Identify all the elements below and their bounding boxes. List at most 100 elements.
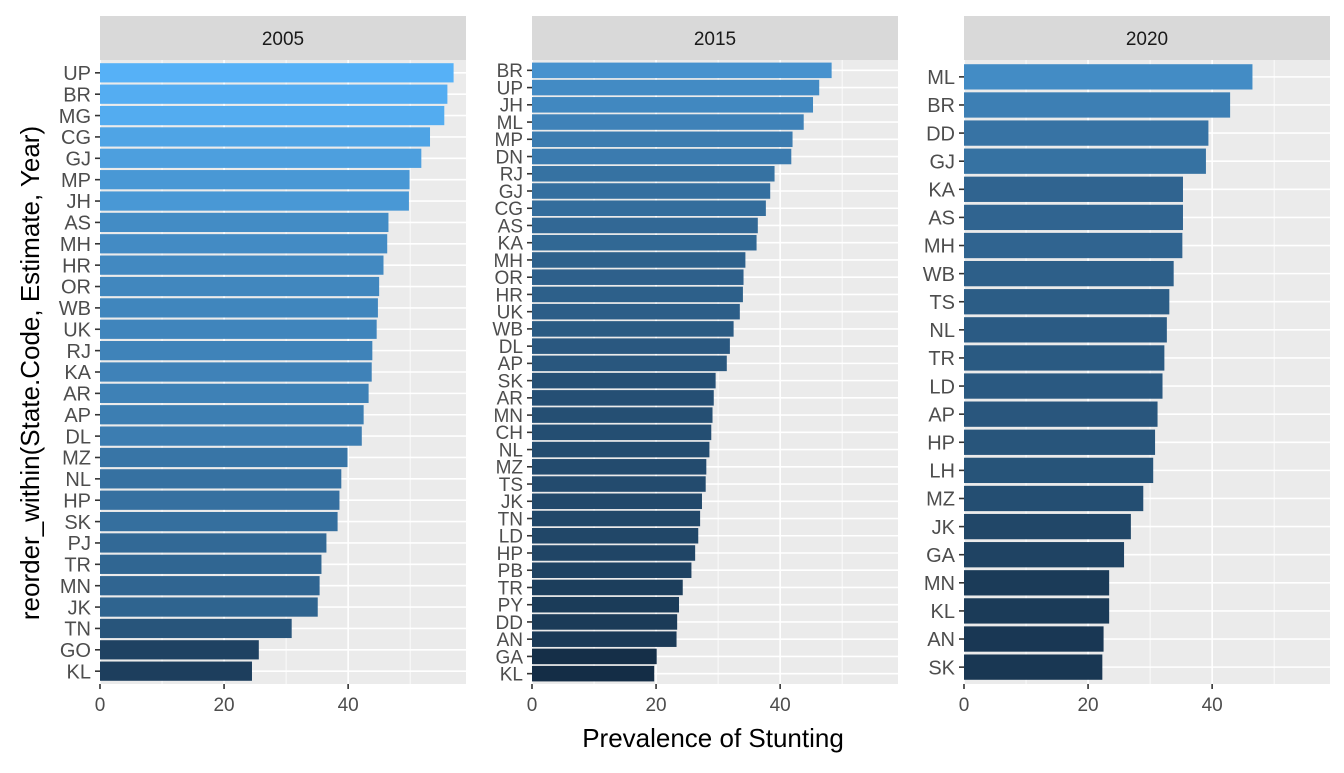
y-tick-label-HP: HP: [63, 490, 91, 512]
bar-2005-TN: [100, 618, 292, 639]
bar-2005-MP: [100, 170, 410, 190]
bar-2015-RJ: [532, 166, 775, 182]
y-tick-label-DL: DL: [65, 426, 91, 448]
y-tick-label-ML: ML: [927, 67, 955, 89]
y-tick-label-TR: TR: [928, 348, 955, 370]
x-tick-label-0: 0: [527, 695, 538, 716]
bar-2005-UK: [100, 319, 377, 339]
panel-2015: 2015 BRUPJHMLMPDNRJGJCGASKAMHORHRUKWBDLAP…: [492, 16, 898, 716]
x-tick-label-40: 40: [1202, 695, 1223, 716]
y-tick-label-GJ: GJ: [929, 151, 955, 173]
bar-2020-MN: [964, 570, 1110, 596]
bar-2005-WB: [100, 298, 378, 318]
bar-2015-MH: [532, 252, 746, 268]
panel-2020: 2020 ML BR DD GJ KA AS MH WB TS NL TR LD AP HP LH MZ JK GA…: [923, 16, 1330, 716]
y-tick-label-UP: UP: [497, 78, 523, 99]
y-tick-label-KA: KA: [64, 362, 91, 384]
y-tick-label-KA: KA: [928, 179, 955, 201]
bar-2015-NL: [532, 441, 710, 458]
bar-2015-GA: [532, 648, 657, 665]
y-tick-label-PJ: PJ: [68, 533, 91, 555]
y-tick-label-NL: NL: [65, 469, 91, 491]
y-tick-label-LD: LD: [499, 527, 523, 548]
bar-2005-MH: [100, 234, 388, 254]
y-tick-label-HR: HR: [496, 285, 523, 306]
y-axis-title: reorder_within(State.Code, Estimate, Yea…: [15, 126, 45, 620]
y-tick-label-MP: MP: [61, 170, 91, 192]
y-tick-label-AP: AP: [64, 405, 91, 427]
bar-2005-RJ: [100, 341, 373, 361]
y-tick-label-MP: MP: [495, 130, 524, 151]
facet-strip-label: 2015: [694, 29, 736, 50]
y-tick-label-MH: MH: [60, 234, 91, 256]
y-tick-label-CG: CG: [495, 199, 524, 220]
y-tick-label-MN: MN: [60, 576, 91, 598]
bar-2015-WB: [532, 321, 734, 337]
bar-2005-JH: [100, 191, 409, 211]
y-tick-label-AR: AR: [497, 389, 523, 410]
bar-2020-KL: [964, 598, 1110, 624]
bar-2005-GO: [100, 640, 259, 660]
bar-2020-TR: [964, 345, 1165, 371]
y-tick-label-UP: UP: [63, 63, 91, 85]
x-tick-label-20: 20: [213, 695, 234, 716]
bar-2015-SK: [532, 372, 716, 389]
y-tick-label-OR: OR: [61, 277, 91, 299]
bar-2005-AP: [100, 405, 364, 425]
bar-2015-TR: [532, 579, 683, 596]
bar-2005-SK: [100, 511, 338, 532]
bar-2020-NL: [964, 317, 1167, 343]
y-tick-label-JH: JH: [500, 96, 523, 117]
bar-2020-HP: [964, 429, 1156, 455]
y-tick-label-MZ: MZ: [926, 489, 955, 511]
bar-2015-PY: [532, 596, 680, 613]
facet-strip: [100, 16, 466, 60]
bar-2020-AS: [964, 204, 1183, 231]
bar-2015-KA: [532, 234, 757, 251]
bar-2005-KL: [100, 661, 252, 681]
bar-2020-LH: [964, 457, 1154, 484]
bar-2015-MP: [532, 131, 793, 148]
bar-2005-MG: [100, 105, 445, 126]
bar-2015-AN: [532, 631, 677, 647]
y-tick-label-GJ: GJ: [65, 149, 91, 171]
y-tick-label-RJ: RJ: [500, 165, 523, 186]
bar-2005-AR: [100, 383, 369, 403]
y-tick-label-AN: AN: [497, 630, 523, 651]
y-tick-label-GO: GO: [60, 640, 91, 662]
bar-2020-SK: [964, 654, 1103, 680]
y-tick-label-BR: BR: [927, 95, 955, 117]
y-tick-label-TN: TN: [64, 619, 91, 641]
bar-2020-WB: [964, 260, 1174, 287]
y-tick-label-MH: MH: [924, 236, 955, 258]
bar-2005-UP: [100, 63, 454, 83]
bar-2015-MN: [532, 407, 713, 423]
y-tick-label-CG: CG: [61, 127, 91, 149]
bar-2015-TN: [532, 510, 701, 527]
y-tick-label-AP: AP: [498, 354, 523, 375]
y-tick-label-KL: KL: [931, 601, 955, 623]
y-tick-label-BR: BR: [497, 61, 523, 82]
panel-2005: 2005 UPBRMGCGGJMPJHASMHHRORWBUKRJKAARAPDL…: [59, 16, 466, 716]
y-tick-label-CH: CH: [496, 423, 523, 444]
y-tick-label-KL: KL: [500, 664, 523, 685]
x-axis-title: Prevalence of Stunting: [582, 723, 844, 753]
y-tick-label-PY: PY: [498, 596, 524, 617]
bar-2015-TS: [532, 476, 706, 492]
bar-2015-DL: [532, 338, 730, 354]
bar-2015-MZ: [532, 459, 707, 475]
bar-2005-JK: [100, 597, 318, 617]
bar-2005-HP: [100, 490, 340, 510]
y-tick-label-PB: PB: [498, 561, 523, 582]
y-tick-label-DN: DN: [496, 147, 523, 168]
bar-2020-MH: [964, 232, 1183, 259]
bar-2005-MZ: [100, 447, 348, 468]
bar-2020-ML: [964, 64, 1253, 90]
y-tick-label-MZ: MZ: [496, 458, 524, 479]
y-tick-label-MH: MH: [493, 251, 523, 272]
y-tick-label-BR: BR: [63, 84, 91, 106]
facet-strip-label: 2020: [1126, 29, 1168, 50]
y-tick-label-JK: JK: [68, 597, 92, 619]
